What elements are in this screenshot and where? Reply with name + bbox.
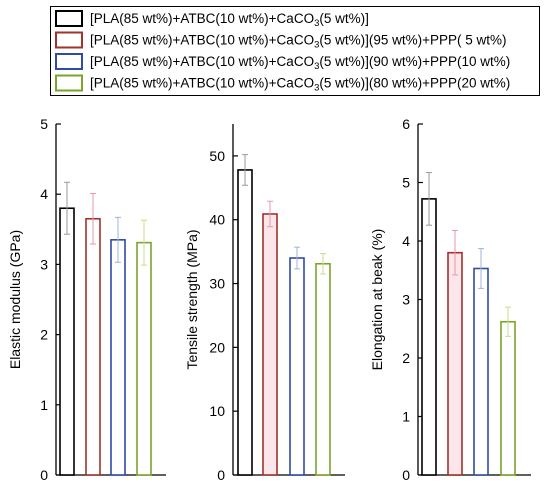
legend-swatch: [55, 53, 83, 70]
y-tick-label: 20: [209, 339, 225, 355]
y-tick-label: 3: [402, 292, 410, 308]
y-tick-label: 10: [209, 403, 225, 419]
bar: [136, 241, 152, 476]
y-axis-title: Elongation at beak (%): [369, 229, 385, 371]
legend-box: [50, 6, 540, 96]
legend: [PLA(85 wt%)+ATBC(10 wt%)+CaCO3(5 wt%)] […: [50, 6, 540, 96]
y-tick-label: 2: [40, 327, 48, 343]
bar: [500, 320, 516, 476]
y-tick-label: 0: [40, 467, 48, 483]
bar: [421, 198, 437, 476]
bar: [447, 251, 463, 476]
y-tick-label: 0: [402, 467, 410, 483]
bar: [473, 267, 489, 476]
y-tick-label: 3: [40, 256, 48, 272]
y-tick-label: 5: [402, 175, 410, 191]
legend-swatch: [55, 31, 83, 49]
legend-label: [PLA(85 wt%)+ATBC(10 wt%)+CaCO3(5 wt%)](…: [90, 33, 507, 51]
chart-panel: 0 1 2 3 4 5 Elastic modulus (GPa): [7, 116, 166, 483]
legend-label: [PLA(85 wt%)+ATBC(10 wt%)+CaCO3(5 wt%)]: [90, 11, 369, 29]
bar: [289, 257, 305, 476]
y-tick-label: 30: [209, 276, 225, 292]
chart-panel: 0 1 2 3 4 5 6 Elongation at beak (%): [369, 116, 531, 483]
legend-swatch: [55, 74, 83, 92]
bar: [59, 207, 75, 476]
y-axis-title: Tensile strength (MPa): [184, 229, 200, 369]
y-tick-label: 4: [40, 186, 48, 202]
y-tick-label: 1: [40, 397, 48, 413]
y-axis-title: Elastic modulus (GPa): [7, 230, 23, 369]
y-tick-label: 5: [40, 116, 48, 132]
y-tick-label: 2: [402, 350, 410, 366]
legend-swatch: [55, 10, 83, 27]
y-tick-label: 6: [402, 116, 410, 132]
y-tick-label: 40: [209, 212, 225, 228]
bar: [315, 262, 331, 476]
bar: [110, 239, 126, 476]
y-tick-label: 0: [217, 467, 225, 483]
y-tick-label: 1: [402, 409, 410, 425]
chart-panel: 0 10 20 30 40 50 Tensile strength (MPa): [184, 124, 345, 483]
y-tick-label: 4: [402, 233, 410, 249]
bar: [85, 217, 101, 476]
legend-label: [PLA(85 wt%)+ATBC(10 wt%)+CaCO3(5 wt%)](…: [90, 54, 510, 72]
legend-label: [PLA(85 wt%)+ATBC(10 wt%)+CaCO3(5 wt%)](…: [90, 76, 510, 94]
bar: [262, 213, 278, 476]
y-tick-label: 50: [209, 148, 225, 164]
bar: [237, 169, 253, 476]
